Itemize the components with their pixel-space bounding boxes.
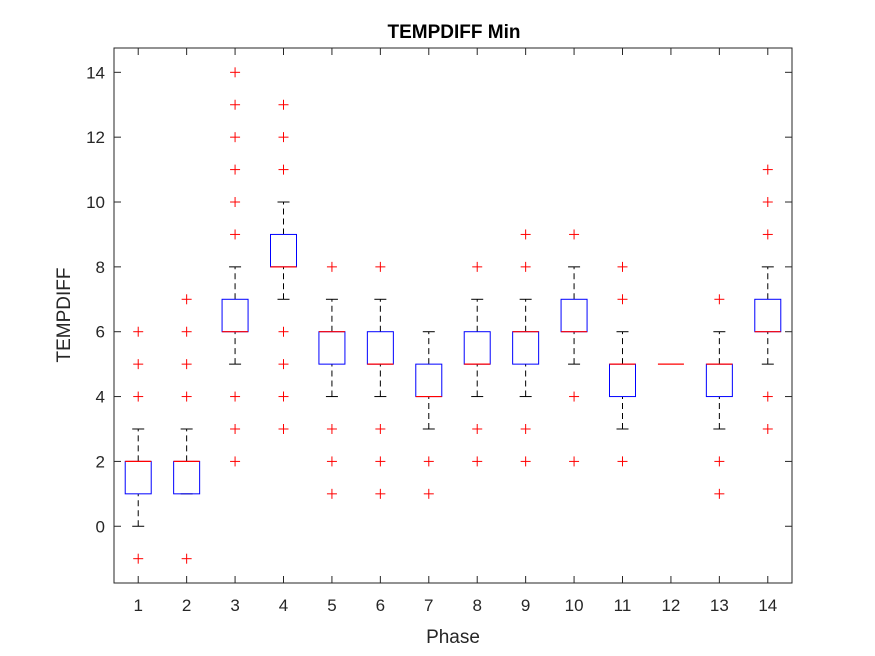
y-tick-label: 6: [96, 323, 105, 342]
y-tick-label: 12: [86, 128, 105, 147]
box-group-phase-10: [560, 229, 588, 467]
outlier-marker: [762, 197, 773, 208]
outlier-marker: [181, 553, 192, 564]
outlier-marker: [714, 294, 725, 305]
box-group-phase-5: [318, 261, 346, 499]
outlier-marker: [762, 423, 773, 434]
x-tick-label: 7: [424, 596, 433, 615]
outlier-marker: [181, 391, 192, 402]
x-tick-label: 5: [327, 596, 336, 615]
x-tick-label: 10: [565, 596, 584, 615]
outlier-marker: [230, 423, 241, 434]
outlier-marker: [181, 294, 192, 305]
outlier-marker: [326, 488, 337, 499]
outlier-marker: [230, 229, 241, 240]
y-tick-label: 14: [86, 63, 105, 82]
outlier-marker: [230, 391, 241, 402]
outlier-marker: [762, 164, 773, 175]
outlier-marker: [375, 456, 386, 467]
outlier-marker: [617, 456, 628, 467]
outlier-marker: [617, 294, 628, 305]
x-tick-label: 2: [182, 596, 191, 615]
box-group-phase-7: [415, 331, 443, 499]
x-tick-label: 11: [614, 596, 632, 615]
outlier-marker: [714, 488, 725, 499]
box-group-phase-14: [754, 164, 782, 434]
outlier-marker: [278, 132, 289, 143]
outlier-marker: [181, 326, 192, 337]
outlier-marker: [326, 423, 337, 434]
outlier-marker: [278, 326, 289, 337]
outlier-marker: [617, 261, 628, 272]
x-tick-label: 3: [230, 596, 239, 615]
outlier-marker: [569, 229, 580, 240]
box-group-phase-1: [124, 326, 152, 564]
outlier-marker: [230, 67, 241, 78]
outlier-marker: [230, 456, 241, 467]
y-tick-label: 10: [86, 193, 105, 212]
outlier-marker: [133, 553, 144, 564]
outlier-marker: [520, 229, 531, 240]
outlier-marker: [569, 456, 580, 467]
outlier-marker: [520, 456, 531, 467]
outlier-marker: [714, 456, 725, 467]
outlier-marker: [375, 261, 386, 272]
x-tick-label: 4: [279, 596, 288, 615]
outlier-marker: [278, 391, 289, 402]
outlier-marker: [278, 99, 289, 110]
outlier-marker: [326, 456, 337, 467]
x-tick-label: 6: [376, 596, 385, 615]
axes-box: [113, 47, 793, 584]
outlier-marker: [230, 99, 241, 110]
outlier-marker: [230, 197, 241, 208]
box-group-phase-2: [173, 294, 201, 564]
box-group-phase-13: [705, 294, 733, 499]
box-group-phase-9: [512, 229, 540, 467]
y-tick-label: 4: [96, 388, 105, 407]
outlier-marker: [472, 423, 483, 434]
x-tick-label: 14: [758, 596, 777, 615]
outlier-marker: [278, 423, 289, 434]
outlier-marker: [520, 423, 531, 434]
box-group-phase-3: [221, 67, 249, 467]
outlier-marker: [472, 261, 483, 272]
outlier-marker: [230, 164, 241, 175]
outlier-marker: [181, 359, 192, 370]
x-tick-label: 8: [472, 596, 481, 615]
outlier-marker: [375, 488, 386, 499]
outlier-marker: [278, 359, 289, 370]
outlier-marker: [133, 359, 144, 370]
chart-title: TEMPDIFF Min: [388, 22, 521, 43]
outlier-marker: [375, 423, 386, 434]
outlier-marker: [520, 261, 531, 272]
y-axis-title: TEMPDIFF: [54, 268, 75, 363]
outlier-marker: [472, 456, 483, 467]
x-axis-title: Phase: [426, 627, 480, 648]
outlier-marker: [133, 326, 144, 337]
box-group-phase-8: [463, 261, 491, 467]
y-tick-label: 0: [96, 517, 105, 536]
outlier-marker: [762, 391, 773, 402]
x-tick-label: 9: [521, 596, 530, 615]
box-group-phase-6: [366, 261, 394, 499]
y-tick-label: 2: [96, 452, 105, 471]
x-tick-label: 13: [710, 596, 729, 615]
outlier-marker: [762, 229, 773, 240]
outlier-marker: [423, 488, 434, 499]
outlier-marker: [133, 391, 144, 402]
outlier-marker: [230, 132, 241, 143]
box-group-phase-11: [609, 261, 636, 467]
box-group-phase-4: [270, 99, 297, 434]
y-tick-label: 8: [96, 258, 105, 277]
x-tick-label: 1: [133, 596, 142, 615]
x-tick-label: 12: [661, 596, 680, 615]
outlier-marker: [278, 164, 289, 175]
outlier-marker: [423, 456, 434, 467]
outlier-marker: [326, 261, 337, 272]
outlier-marker: [569, 391, 580, 402]
